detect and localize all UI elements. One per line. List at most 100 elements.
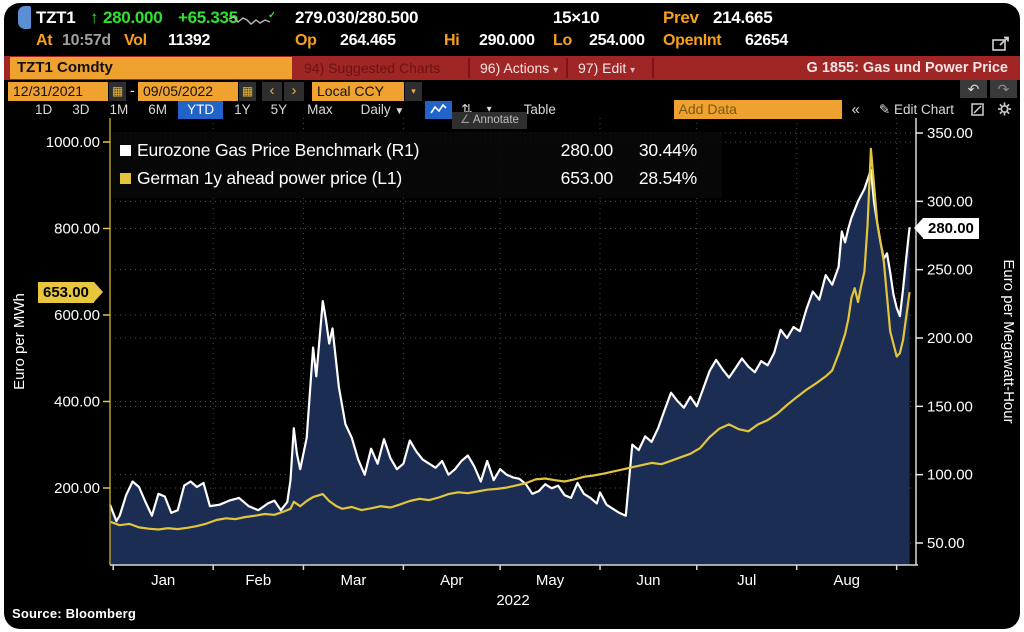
openint-label: OpenInt (663, 32, 722, 49)
compare-axes-icon[interactable]: ⇅ (461, 101, 473, 117)
redo-button[interactable]: ↷ (990, 80, 1017, 98)
right-tick-label: 100.00 (927, 467, 973, 484)
security-input[interactable]: TZT1 Comdty (10, 57, 292, 79)
range-button-3d[interactable]: 3D (72, 101, 90, 117)
legend-item[interactable]: Eurozone Gas Price Benchmark (R1) 280.00… (120, 136, 712, 164)
month-label: Jan (151, 572, 175, 589)
annotate-button[interactable]: ∠ Annotate (452, 112, 527, 129)
chart-toolbar: 1D 3D 1M 6M YTD 1Y 5Y Max Daily ▼ ⇅ ▾ Table Add… (26, 100, 1016, 119)
annotate-icon: ∠ (460, 114, 471, 126)
high-label: Hi (444, 32, 460, 49)
volume: 11392 (168, 32, 211, 49)
series-name: Eurozone Gas Price Benchmark (R1) (137, 139, 420, 160)
last-price: 280.000 (103, 8, 163, 27)
legend-item[interactable]: German 1y ahead power price (L1) 653.00 … (120, 164, 712, 192)
right-tick-label: 250.00 (927, 262, 973, 279)
series-line-left (109, 147, 911, 531)
end-date-input[interactable]: 09/05/2022 (138, 82, 238, 101)
left-tick-label: 1000.00 (46, 134, 100, 151)
range-button-6m[interactable]: 6M (148, 101, 168, 117)
chevron-down-icon: ▼ (394, 105, 405, 117)
month-label: Jun (636, 572, 660, 589)
period-select[interactable]: Daily ▼ (352, 101, 414, 119)
bid-ask: 279.030/280.500 (295, 8, 419, 27)
source-credit: Source: Bloomberg (12, 606, 137, 621)
add-data-input[interactable]: Add Data (673, 100, 842, 119)
month-label: Aug (833, 572, 860, 589)
left-tick-label: 400.00 (54, 394, 100, 411)
period-label: Daily (360, 101, 391, 117)
series-pct: 30.44% (638, 139, 697, 160)
calendar-icon[interactable]: ▦ (109, 82, 126, 101)
menu-separator (468, 58, 470, 78)
prev-value: 214.665 (713, 8, 773, 27)
currency-dropdown-icon[interactable]: ▾ (405, 82, 422, 101)
svg-text:✓: ✓ (268, 11, 274, 21)
range-button-max[interactable]: Max (307, 101, 333, 117)
annotate-label: Annotate (472, 114, 519, 126)
at-label: At (36, 32, 53, 49)
series-value: 653.00 (560, 167, 614, 188)
table-button[interactable]: Table (523, 101, 556, 117)
popout-icon[interactable] (992, 36, 1010, 52)
month-label: Feb (245, 572, 271, 589)
ticker: TZT1 (36, 8, 76, 27)
range-button-1y[interactable]: 1Y (234, 101, 251, 117)
left-tick-label: 800.00 (54, 221, 100, 238)
range-button-1m[interactable]: 1M (109, 101, 129, 117)
start-date-input[interactable]: 12/31/2021 (8, 82, 108, 101)
vol-label: Vol (124, 32, 147, 49)
edit-label: 97) Edit (578, 60, 627, 76)
left-tick-label: 200.00 (54, 480, 100, 497)
range-button-ytd[interactable]: YTD (178, 100, 224, 119)
series-area-fill (110, 169, 910, 565)
openint-value: 62654 (745, 32, 788, 49)
series-marker (120, 144, 131, 156)
series-name: German 1y ahead power price (L1) (137, 167, 402, 188)
annotate-chart-icon[interactable] (967, 101, 989, 119)
range-buttons: 1D 3D 1M 6M YTD 1Y 5Y Max (26, 100, 342, 119)
right-axis-title: Euro per Megawatt-Hour (1000, 259, 1017, 423)
month-label: Mar (340, 572, 366, 589)
month-label: Apr (440, 572, 463, 589)
next-period-button[interactable]: › (284, 82, 304, 101)
open-value: 264.465 (340, 32, 396, 49)
line-chart-icon[interactable] (425, 100, 453, 119)
actions-label: 96) Actions (480, 60, 550, 76)
series-line-right (108, 168, 911, 523)
year-label: 2022 (496, 592, 529, 609)
currency-select[interactable]: Local CCY (312, 82, 404, 101)
pencil-icon: ✎ (878, 101, 891, 117)
prev-period-button[interactable]: ‹ (262, 82, 282, 101)
range-button-1d[interactable]: 1D (35, 101, 53, 117)
calendar-icon[interactable]: ▦ (239, 82, 256, 101)
right-tick-label: 300.00 (927, 193, 973, 210)
sparkline-icon: ✓ (228, 11, 274, 25)
right-tick-label: 50.00 (927, 535, 965, 552)
menu-separator (566, 58, 568, 78)
right-tick-label: 200.00 (927, 330, 973, 347)
open-label: Op (295, 32, 317, 49)
month-label: Jul (737, 572, 756, 589)
actions-button[interactable]: 96) Actions ▾ (480, 56, 558, 80)
quote-time: 10:57d (62, 32, 111, 49)
right-tick-label: 350.00 (927, 125, 973, 142)
price-change: +65.335 (178, 8, 238, 27)
chevron-down-icon: ▾ (630, 65, 636, 76)
high-value: 290.000 (479, 32, 535, 49)
collapse-panel-button[interactable]: « (851, 100, 860, 118)
left-axis-value-tag: 653.00 (38, 281, 103, 303)
undo-button[interactable]: ↶ (960, 80, 987, 98)
chart-title: G 1855: Gas und Power Price (806, 60, 1008, 76)
edit-chart-button[interactable]: ✎ Edit Chart (870, 101, 963, 119)
range-button-5y[interactable]: 5Y (270, 101, 288, 117)
date-range-separator: - (130, 82, 135, 98)
edit-button[interactable]: 97) Edit ▾ (578, 56, 635, 80)
menu-bar: TZT1 Comdty 94) Suggested Charts 96) Act… (4, 56, 1020, 80)
chart-type-dropdown-icon[interactable]: ▾ (486, 103, 492, 115)
settings-gear-icon[interactable] (993, 101, 1016, 119)
left-tick-label: 600.00 (54, 307, 100, 324)
suggested-charts-button[interactable]: 94) Suggested Charts (304, 60, 441, 76)
